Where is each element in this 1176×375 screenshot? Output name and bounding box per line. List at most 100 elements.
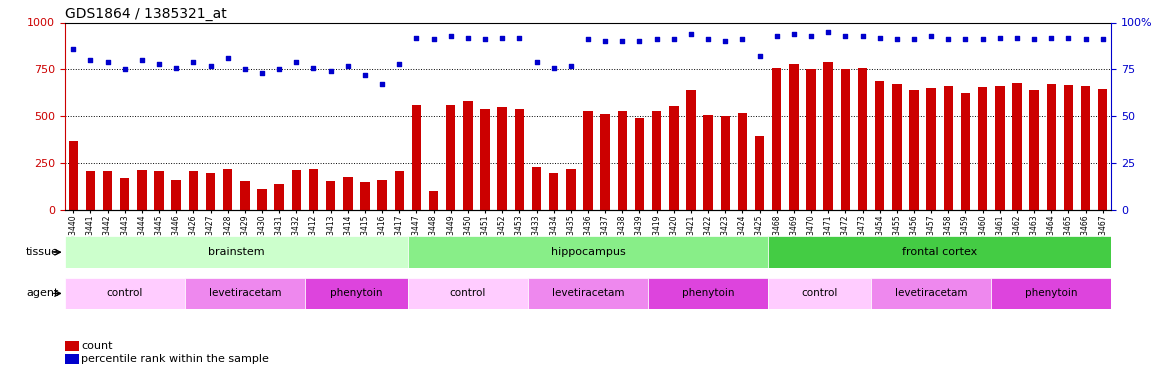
Bar	[1029, 90, 1038, 210]
Bar	[1013, 82, 1022, 210]
Point	[630, 38, 649, 44]
Point	[1060, 34, 1078, 40]
Text: levetiracetam: levetiracetam	[895, 288, 968, 298]
Bar	[909, 90, 918, 210]
Bar	[617, 111, 627, 210]
Point	[836, 33, 855, 39]
Point	[133, 57, 152, 63]
Bar	[408, 236, 768, 268]
Bar	[823, 62, 833, 210]
Point	[235, 66, 254, 72]
Point	[733, 36, 751, 42]
Point	[355, 72, 374, 78]
Point	[115, 66, 134, 72]
Bar	[635, 118, 644, 210]
Bar	[771, 68, 782, 210]
Bar	[515, 109, 524, 210]
Bar	[86, 171, 95, 210]
Bar	[343, 177, 353, 210]
Point	[390, 61, 409, 67]
Point	[922, 33, 941, 39]
Text: percentile rank within the sample: percentile rank within the sample	[81, 354, 269, 364]
Bar	[68, 141, 78, 210]
Bar	[172, 180, 181, 210]
Bar	[497, 107, 507, 210]
Point	[1024, 36, 1043, 42]
Text: control: control	[107, 288, 143, 298]
Point	[305, 64, 323, 70]
Bar	[1047, 84, 1056, 210]
Text: hippocampus: hippocampus	[550, 247, 626, 257]
Bar	[871, 278, 991, 309]
Bar	[120, 178, 129, 210]
Bar	[807, 69, 816, 210]
Text: phenytoin: phenytoin	[330, 288, 382, 298]
Bar	[737, 112, 747, 210]
Point	[853, 33, 871, 39]
Point	[269, 66, 288, 72]
Bar	[875, 81, 884, 210]
Bar	[841, 69, 850, 210]
Bar	[154, 171, 163, 210]
Bar	[65, 278, 185, 309]
Bar	[601, 114, 610, 210]
Point	[888, 36, 907, 42]
Bar	[1098, 89, 1108, 210]
Bar	[360, 182, 369, 210]
Point	[664, 36, 683, 42]
Point	[407, 34, 426, 40]
Point	[373, 81, 392, 87]
Point	[716, 38, 735, 44]
Bar	[309, 169, 319, 210]
Bar	[274, 184, 283, 210]
Bar	[943, 86, 953, 210]
Bar	[721, 116, 730, 210]
Point	[802, 33, 821, 39]
Bar	[223, 169, 233, 210]
Point	[561, 63, 580, 69]
Point	[81, 57, 100, 63]
Point	[339, 63, 358, 69]
Point	[287, 59, 306, 65]
Point	[149, 61, 168, 67]
Bar	[188, 171, 198, 210]
Point	[321, 68, 340, 74]
Point	[974, 36, 993, 42]
Bar	[528, 278, 648, 309]
Point	[990, 34, 1009, 40]
Bar	[480, 109, 489, 210]
Bar	[768, 278, 871, 309]
Point	[493, 34, 512, 40]
Bar	[566, 169, 575, 210]
Bar	[429, 191, 439, 210]
Point	[201, 63, 220, 69]
Point	[750, 53, 769, 59]
Point	[784, 31, 803, 37]
Point	[904, 36, 923, 42]
Point	[475, 36, 494, 42]
Point	[818, 29, 837, 35]
Text: brainstem: brainstem	[208, 247, 265, 257]
Bar	[65, 236, 408, 268]
Bar	[991, 278, 1111, 309]
Bar	[893, 84, 902, 210]
Point	[544, 64, 563, 70]
Text: levetiracetam: levetiracetam	[552, 288, 624, 298]
Point	[98, 59, 116, 65]
Point	[699, 36, 717, 42]
Point	[459, 34, 477, 40]
Point	[167, 64, 186, 70]
Bar	[583, 111, 593, 210]
Point	[647, 36, 666, 42]
Bar	[549, 173, 559, 210]
Bar	[648, 278, 768, 309]
Point	[1094, 36, 1112, 42]
Bar	[138, 170, 147, 210]
Text: phenytoin: phenytoin	[682, 288, 734, 298]
Point	[425, 36, 443, 42]
Bar	[927, 88, 936, 210]
Point	[956, 36, 975, 42]
Bar	[185, 278, 305, 309]
Bar	[789, 64, 799, 210]
Bar	[768, 236, 1111, 268]
